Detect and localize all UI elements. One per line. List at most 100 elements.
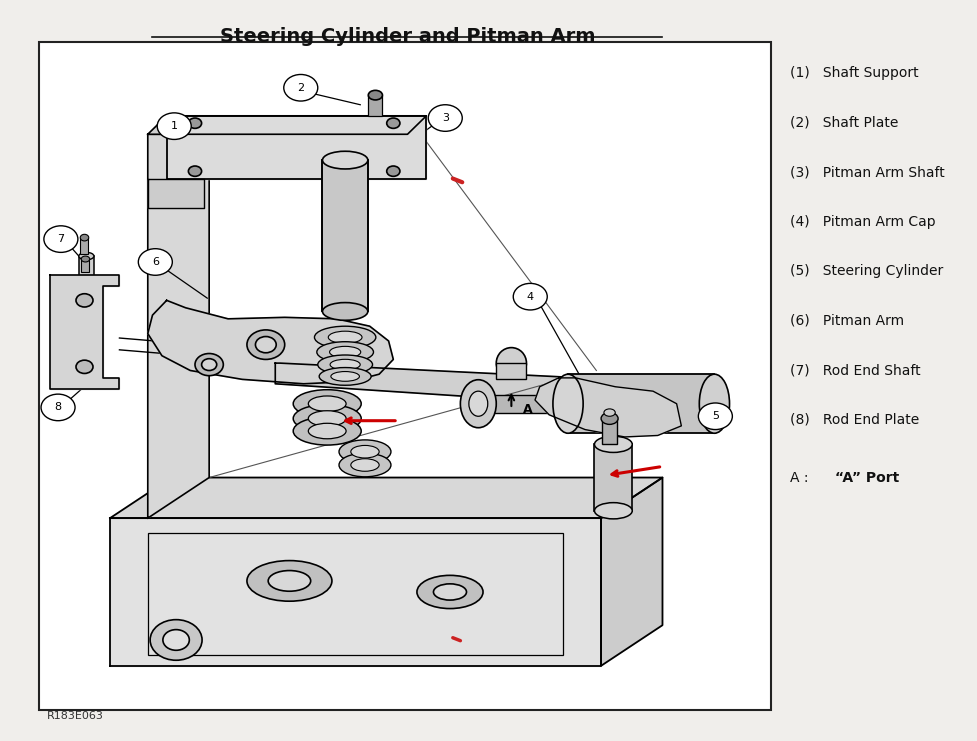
Ellipse shape bbox=[309, 411, 346, 426]
Ellipse shape bbox=[293, 390, 361, 418]
Ellipse shape bbox=[331, 371, 360, 382]
Bar bbox=[474, 395, 582, 413]
Bar bbox=[602, 419, 617, 445]
Polygon shape bbox=[148, 134, 209, 518]
Bar bbox=[496, 363, 527, 379]
Polygon shape bbox=[167, 116, 426, 179]
Ellipse shape bbox=[434, 584, 466, 600]
Ellipse shape bbox=[604, 409, 616, 416]
Ellipse shape bbox=[328, 331, 362, 343]
Polygon shape bbox=[601, 477, 662, 666]
Bar bbox=[79, 256, 94, 385]
Ellipse shape bbox=[81, 256, 90, 262]
Ellipse shape bbox=[417, 575, 483, 608]
Text: (4)   Pitman Arm Cap: (4) Pitman Arm Cap bbox=[790, 215, 936, 229]
Ellipse shape bbox=[469, 391, 488, 416]
Polygon shape bbox=[148, 179, 204, 208]
Ellipse shape bbox=[80, 234, 89, 241]
Bar bbox=[81, 259, 89, 272]
Ellipse shape bbox=[351, 459, 379, 471]
Polygon shape bbox=[110, 477, 662, 518]
Ellipse shape bbox=[79, 253, 94, 260]
Circle shape bbox=[513, 283, 547, 310]
Text: 3: 3 bbox=[442, 113, 448, 123]
Ellipse shape bbox=[309, 396, 346, 411]
Ellipse shape bbox=[594, 502, 632, 519]
Text: 1: 1 bbox=[171, 121, 178, 131]
Circle shape bbox=[283, 75, 318, 101]
Text: (6)   Pitman Arm: (6) Pitman Arm bbox=[790, 313, 904, 328]
Circle shape bbox=[428, 104, 462, 131]
Bar bbox=[322, 160, 367, 311]
Ellipse shape bbox=[293, 417, 361, 445]
Ellipse shape bbox=[339, 440, 391, 464]
Bar bbox=[80, 238, 88, 254]
Ellipse shape bbox=[293, 405, 361, 433]
Ellipse shape bbox=[201, 359, 217, 370]
Text: A :: A : bbox=[790, 471, 817, 485]
Polygon shape bbox=[148, 300, 394, 384]
Ellipse shape bbox=[315, 326, 376, 348]
Ellipse shape bbox=[189, 118, 201, 128]
Ellipse shape bbox=[330, 359, 361, 370]
Circle shape bbox=[157, 113, 191, 139]
Text: (5)   Steering Cylinder: (5) Steering Cylinder bbox=[790, 265, 943, 278]
Ellipse shape bbox=[76, 293, 93, 307]
Bar bbox=[594, 445, 632, 511]
Text: 2: 2 bbox=[297, 83, 304, 93]
Text: A: A bbox=[523, 403, 532, 416]
Text: (2)   Shaft Plate: (2) Shaft Plate bbox=[790, 116, 898, 130]
Text: 6: 6 bbox=[151, 257, 159, 267]
Ellipse shape bbox=[150, 619, 202, 660]
Ellipse shape bbox=[247, 330, 284, 359]
Ellipse shape bbox=[255, 336, 276, 353]
Circle shape bbox=[41, 394, 75, 421]
Ellipse shape bbox=[387, 166, 400, 176]
Bar bbox=[148, 533, 564, 655]
Ellipse shape bbox=[601, 413, 618, 425]
Ellipse shape bbox=[309, 423, 346, 439]
Ellipse shape bbox=[368, 90, 382, 100]
Text: (1)   Shaft Support: (1) Shaft Support bbox=[790, 67, 918, 80]
Text: “A” Port: “A” Port bbox=[835, 471, 900, 485]
Ellipse shape bbox=[318, 355, 372, 374]
Polygon shape bbox=[276, 363, 592, 404]
Polygon shape bbox=[148, 116, 426, 134]
Ellipse shape bbox=[329, 346, 361, 358]
Bar bbox=[39, 42, 771, 710]
Ellipse shape bbox=[460, 379, 496, 428]
Ellipse shape bbox=[247, 561, 332, 601]
Polygon shape bbox=[51, 274, 119, 389]
Text: 4: 4 bbox=[527, 292, 533, 302]
Circle shape bbox=[139, 249, 172, 275]
Ellipse shape bbox=[195, 353, 224, 376]
Text: 7: 7 bbox=[58, 234, 64, 244]
Ellipse shape bbox=[387, 118, 400, 128]
Polygon shape bbox=[535, 378, 681, 437]
Bar bbox=[367, 95, 382, 116]
Ellipse shape bbox=[163, 630, 190, 651]
Ellipse shape bbox=[351, 445, 379, 458]
Ellipse shape bbox=[268, 571, 311, 591]
Ellipse shape bbox=[322, 151, 367, 169]
Ellipse shape bbox=[700, 374, 730, 433]
Circle shape bbox=[699, 403, 733, 430]
Text: 5: 5 bbox=[712, 411, 719, 422]
Text: R183E063: R183E063 bbox=[47, 711, 104, 721]
Ellipse shape bbox=[317, 342, 373, 362]
Ellipse shape bbox=[553, 374, 583, 433]
Ellipse shape bbox=[319, 368, 371, 385]
Ellipse shape bbox=[76, 360, 93, 373]
Ellipse shape bbox=[496, 348, 527, 379]
Text: (8)   Rod End Plate: (8) Rod End Plate bbox=[790, 413, 919, 427]
Ellipse shape bbox=[594, 436, 632, 453]
Ellipse shape bbox=[189, 166, 201, 176]
Ellipse shape bbox=[322, 302, 367, 320]
Text: (3)   Pitman Arm Shaft: (3) Pitman Arm Shaft bbox=[790, 165, 945, 179]
Ellipse shape bbox=[339, 453, 391, 476]
Text: 8: 8 bbox=[55, 402, 62, 413]
Text: (7)   Rod End Shaft: (7) Rod End Shaft bbox=[790, 363, 920, 377]
Text: Steering Cylinder and Pitman Arm: Steering Cylinder and Pitman Arm bbox=[220, 27, 595, 46]
Bar bbox=[568, 374, 714, 433]
Polygon shape bbox=[110, 518, 601, 666]
